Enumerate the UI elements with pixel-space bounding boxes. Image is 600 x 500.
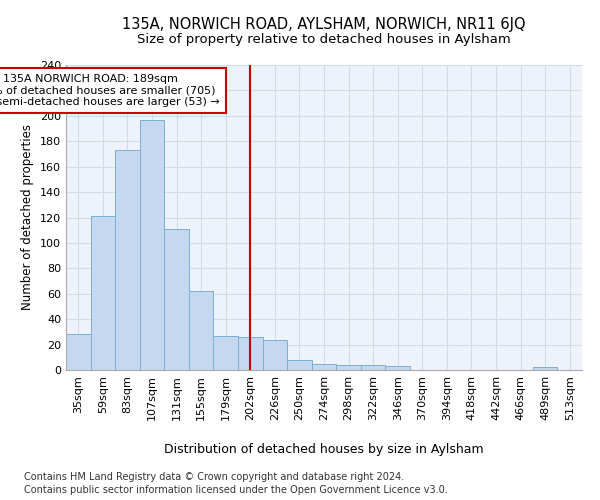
Bar: [263, 340, 287, 370]
Text: 135A NORWICH ROAD: 189sqm
← 93% of detached houses are smaller (705)
7% of semi-: 135A NORWICH ROAD: 189sqm ← 93% of detac…: [0, 74, 220, 107]
Bar: [312, 364, 336, 370]
Text: 135A, NORWICH ROAD, AYLSHAM, NORWICH, NR11 6JQ: 135A, NORWICH ROAD, AYLSHAM, NORWICH, NR…: [122, 18, 526, 32]
Text: Contains HM Land Registry data © Crown copyright and database right 2024.: Contains HM Land Registry data © Crown c…: [24, 472, 404, 482]
Text: Distribution of detached houses by size in Aylsham: Distribution of detached houses by size …: [164, 442, 484, 456]
Bar: [214, 336, 238, 370]
Bar: [140, 120, 164, 370]
Bar: [361, 365, 385, 370]
Bar: [189, 291, 214, 370]
Bar: [287, 360, 312, 370]
Bar: [336, 365, 361, 370]
Bar: [238, 337, 263, 370]
Bar: [533, 368, 557, 370]
Bar: [164, 229, 189, 370]
Text: Size of property relative to detached houses in Aylsham: Size of property relative to detached ho…: [137, 32, 511, 46]
Bar: [115, 150, 140, 370]
Bar: [66, 334, 91, 370]
Text: Contains public sector information licensed under the Open Government Licence v3: Contains public sector information licen…: [24, 485, 448, 495]
Y-axis label: Number of detached properties: Number of detached properties: [22, 124, 34, 310]
Bar: [91, 216, 115, 370]
Bar: [385, 366, 410, 370]
